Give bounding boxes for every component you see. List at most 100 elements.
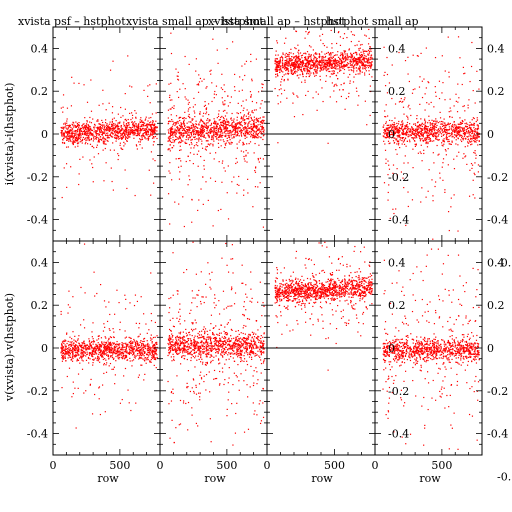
data-point xyxy=(418,134,420,137)
data-point xyxy=(291,56,293,58)
data-point xyxy=(238,90,240,92)
data-point xyxy=(193,132,195,134)
data-point xyxy=(402,124,404,126)
data-point xyxy=(358,95,360,97)
data-point xyxy=(341,61,344,63)
data-point xyxy=(334,67,336,69)
data-point xyxy=(133,127,135,129)
data-point xyxy=(431,131,433,133)
data-point xyxy=(302,65,304,68)
data-point xyxy=(169,136,171,138)
data-point xyxy=(98,141,101,143)
data-point xyxy=(305,62,307,65)
data-point xyxy=(426,126,428,128)
data-point xyxy=(202,203,204,205)
data-point xyxy=(398,131,400,133)
data-point xyxy=(240,132,242,134)
data-point xyxy=(355,62,358,64)
data-point xyxy=(90,122,93,124)
data-point xyxy=(331,82,333,84)
data-point xyxy=(71,123,73,125)
data-point xyxy=(403,113,405,115)
data-point xyxy=(90,79,92,81)
data-point xyxy=(431,124,434,126)
data-point xyxy=(306,61,308,63)
data-point xyxy=(416,131,419,133)
data-point xyxy=(193,126,196,128)
data-point xyxy=(411,131,414,133)
data-point xyxy=(442,82,444,84)
data-point xyxy=(118,125,120,128)
data-point xyxy=(343,64,345,66)
data-point xyxy=(459,123,461,125)
data-point xyxy=(439,172,441,174)
data-point xyxy=(115,138,118,140)
data-point xyxy=(226,121,228,123)
data-point xyxy=(125,131,127,133)
data-point xyxy=(316,58,318,60)
data-point xyxy=(208,113,210,116)
data-point xyxy=(66,122,68,124)
data-point xyxy=(259,117,261,119)
data-point xyxy=(454,129,456,132)
data-point xyxy=(434,86,436,88)
data-point xyxy=(91,163,93,165)
data-point xyxy=(228,143,231,145)
data-point xyxy=(281,55,283,57)
data-point xyxy=(68,290,70,292)
data-point xyxy=(461,140,463,143)
data-point xyxy=(101,342,103,344)
data-point xyxy=(205,125,207,127)
data-point xyxy=(361,71,363,73)
data-point xyxy=(441,128,443,130)
data-point xyxy=(172,136,174,138)
data-point xyxy=(414,140,416,142)
data-point xyxy=(469,127,472,129)
data-point xyxy=(370,62,372,64)
data-point xyxy=(433,132,435,134)
data-point xyxy=(141,120,143,123)
data-points xyxy=(60,243,158,429)
data-point xyxy=(424,118,426,120)
data-point xyxy=(66,131,68,133)
data-point xyxy=(254,142,256,145)
data-point xyxy=(355,67,357,69)
data-point xyxy=(371,61,373,63)
data-point xyxy=(145,132,147,134)
data-point xyxy=(150,128,153,130)
data-point xyxy=(225,125,227,127)
data-point xyxy=(424,127,426,130)
data-point xyxy=(77,129,79,131)
data-point xyxy=(418,135,421,137)
data-point xyxy=(384,129,386,132)
data-point xyxy=(106,128,108,130)
data-point xyxy=(194,112,196,114)
data-point xyxy=(325,75,328,77)
data-point xyxy=(358,40,360,43)
data-point xyxy=(72,143,74,145)
data-point xyxy=(258,129,260,131)
data-point xyxy=(143,338,145,340)
data-point xyxy=(317,62,320,64)
data-point xyxy=(337,72,339,74)
data-point xyxy=(367,54,369,56)
data-point xyxy=(444,70,446,72)
data-point xyxy=(255,136,257,138)
data-point xyxy=(291,71,293,73)
data-point xyxy=(341,66,343,69)
data-point xyxy=(416,121,419,124)
data-point xyxy=(124,134,126,136)
data-point xyxy=(448,135,450,138)
data-point xyxy=(209,128,212,130)
data-point xyxy=(432,238,434,240)
data-point xyxy=(386,56,388,59)
data-point xyxy=(190,141,192,144)
data-point xyxy=(253,130,255,132)
data-point xyxy=(255,133,257,135)
data-point xyxy=(404,60,407,62)
data-point xyxy=(295,64,298,66)
data-point xyxy=(305,64,307,66)
data-point xyxy=(408,133,410,136)
data-point xyxy=(212,136,214,138)
data-point xyxy=(367,43,370,45)
